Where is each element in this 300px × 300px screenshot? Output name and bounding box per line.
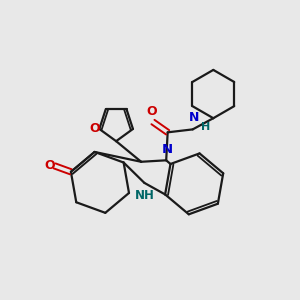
Text: H: H — [201, 122, 210, 132]
Text: O: O — [146, 106, 157, 118]
Text: O: O — [89, 122, 100, 136]
Text: N: N — [189, 111, 200, 124]
Text: O: O — [44, 159, 55, 172]
Text: NH: NH — [134, 189, 154, 203]
Text: N: N — [162, 143, 173, 156]
